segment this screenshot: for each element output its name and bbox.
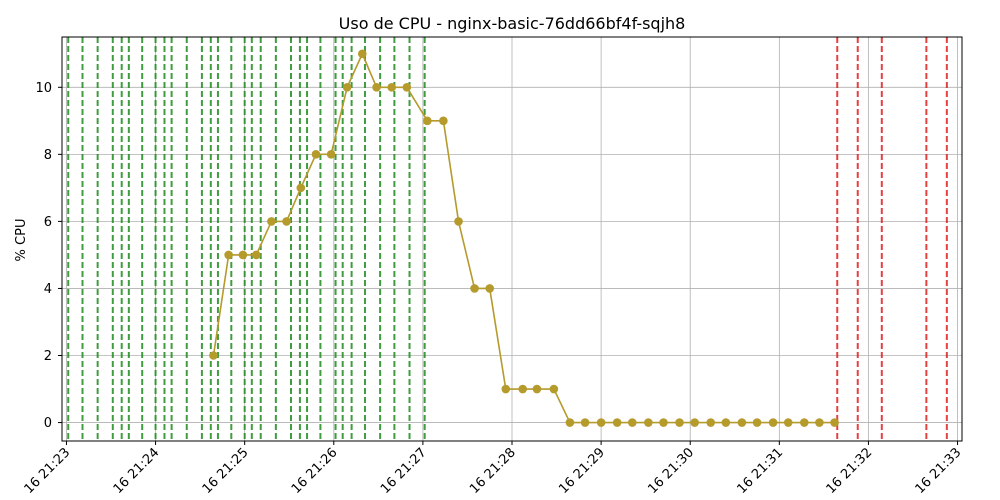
data-point	[752, 418, 762, 427]
grid-lines	[62, 37, 962, 441]
series-group	[209, 49, 839, 427]
y-axis-label: % CPU	[14, 219, 29, 262]
data-point	[387, 82, 397, 92]
data-point	[209, 351, 218, 360]
data-point	[238, 250, 248, 260]
data-point	[532, 384, 542, 394]
data-point	[326, 150, 336, 159]
y-tick-label: 0	[44, 416, 52, 431]
y-ticks: 0 2 4 6 8 10	[35, 81, 62, 431]
data-point	[596, 418, 606, 427]
data-point	[612, 418, 622, 427]
data-point	[690, 418, 699, 427]
data-point	[296, 183, 306, 193]
data-point	[721, 418, 731, 427]
data-point	[454, 217, 463, 226]
data-point	[580, 418, 590, 427]
y-tick-label: 10	[35, 81, 52, 96]
data-point	[470, 284, 479, 293]
data-point	[518, 384, 527, 394]
data-point	[644, 418, 653, 427]
data-point	[224, 250, 233, 260]
data-point	[675, 418, 684, 427]
data-point	[768, 418, 778, 427]
data-point	[311, 150, 321, 159]
data-point	[783, 418, 793, 427]
data-point	[815, 418, 824, 427]
data-point	[659, 418, 668, 427]
data-point	[402, 82, 412, 92]
data-point	[267, 217, 276, 226]
data-point	[737, 418, 747, 427]
data-point	[627, 418, 637, 427]
data-point	[830, 418, 839, 427]
data-point	[423, 116, 432, 126]
event-lines	[67, 37, 948, 441]
data-point	[251, 250, 261, 260]
data-point	[706, 418, 716, 427]
data-point	[372, 82, 381, 92]
y-tick-label: 2	[44, 349, 52, 364]
data-point	[565, 418, 575, 427]
data-point	[342, 82, 352, 92]
data-point	[501, 384, 511, 394]
y-tick-label: 6	[44, 215, 52, 230]
data-point	[485, 284, 495, 293]
data-point	[439, 116, 448, 126]
data-point	[282, 217, 291, 226]
data-point	[799, 418, 809, 427]
plot-frame	[61, 36, 963, 442]
data-point	[357, 49, 367, 59]
y-tick-label: 4	[44, 282, 52, 297]
chart-title: Uso de CPU - nginx-basic-76dd66bf4f-sqjh…	[339, 14, 686, 33]
y-tick-label: 8	[44, 148, 52, 163]
data-point	[549, 384, 559, 394]
